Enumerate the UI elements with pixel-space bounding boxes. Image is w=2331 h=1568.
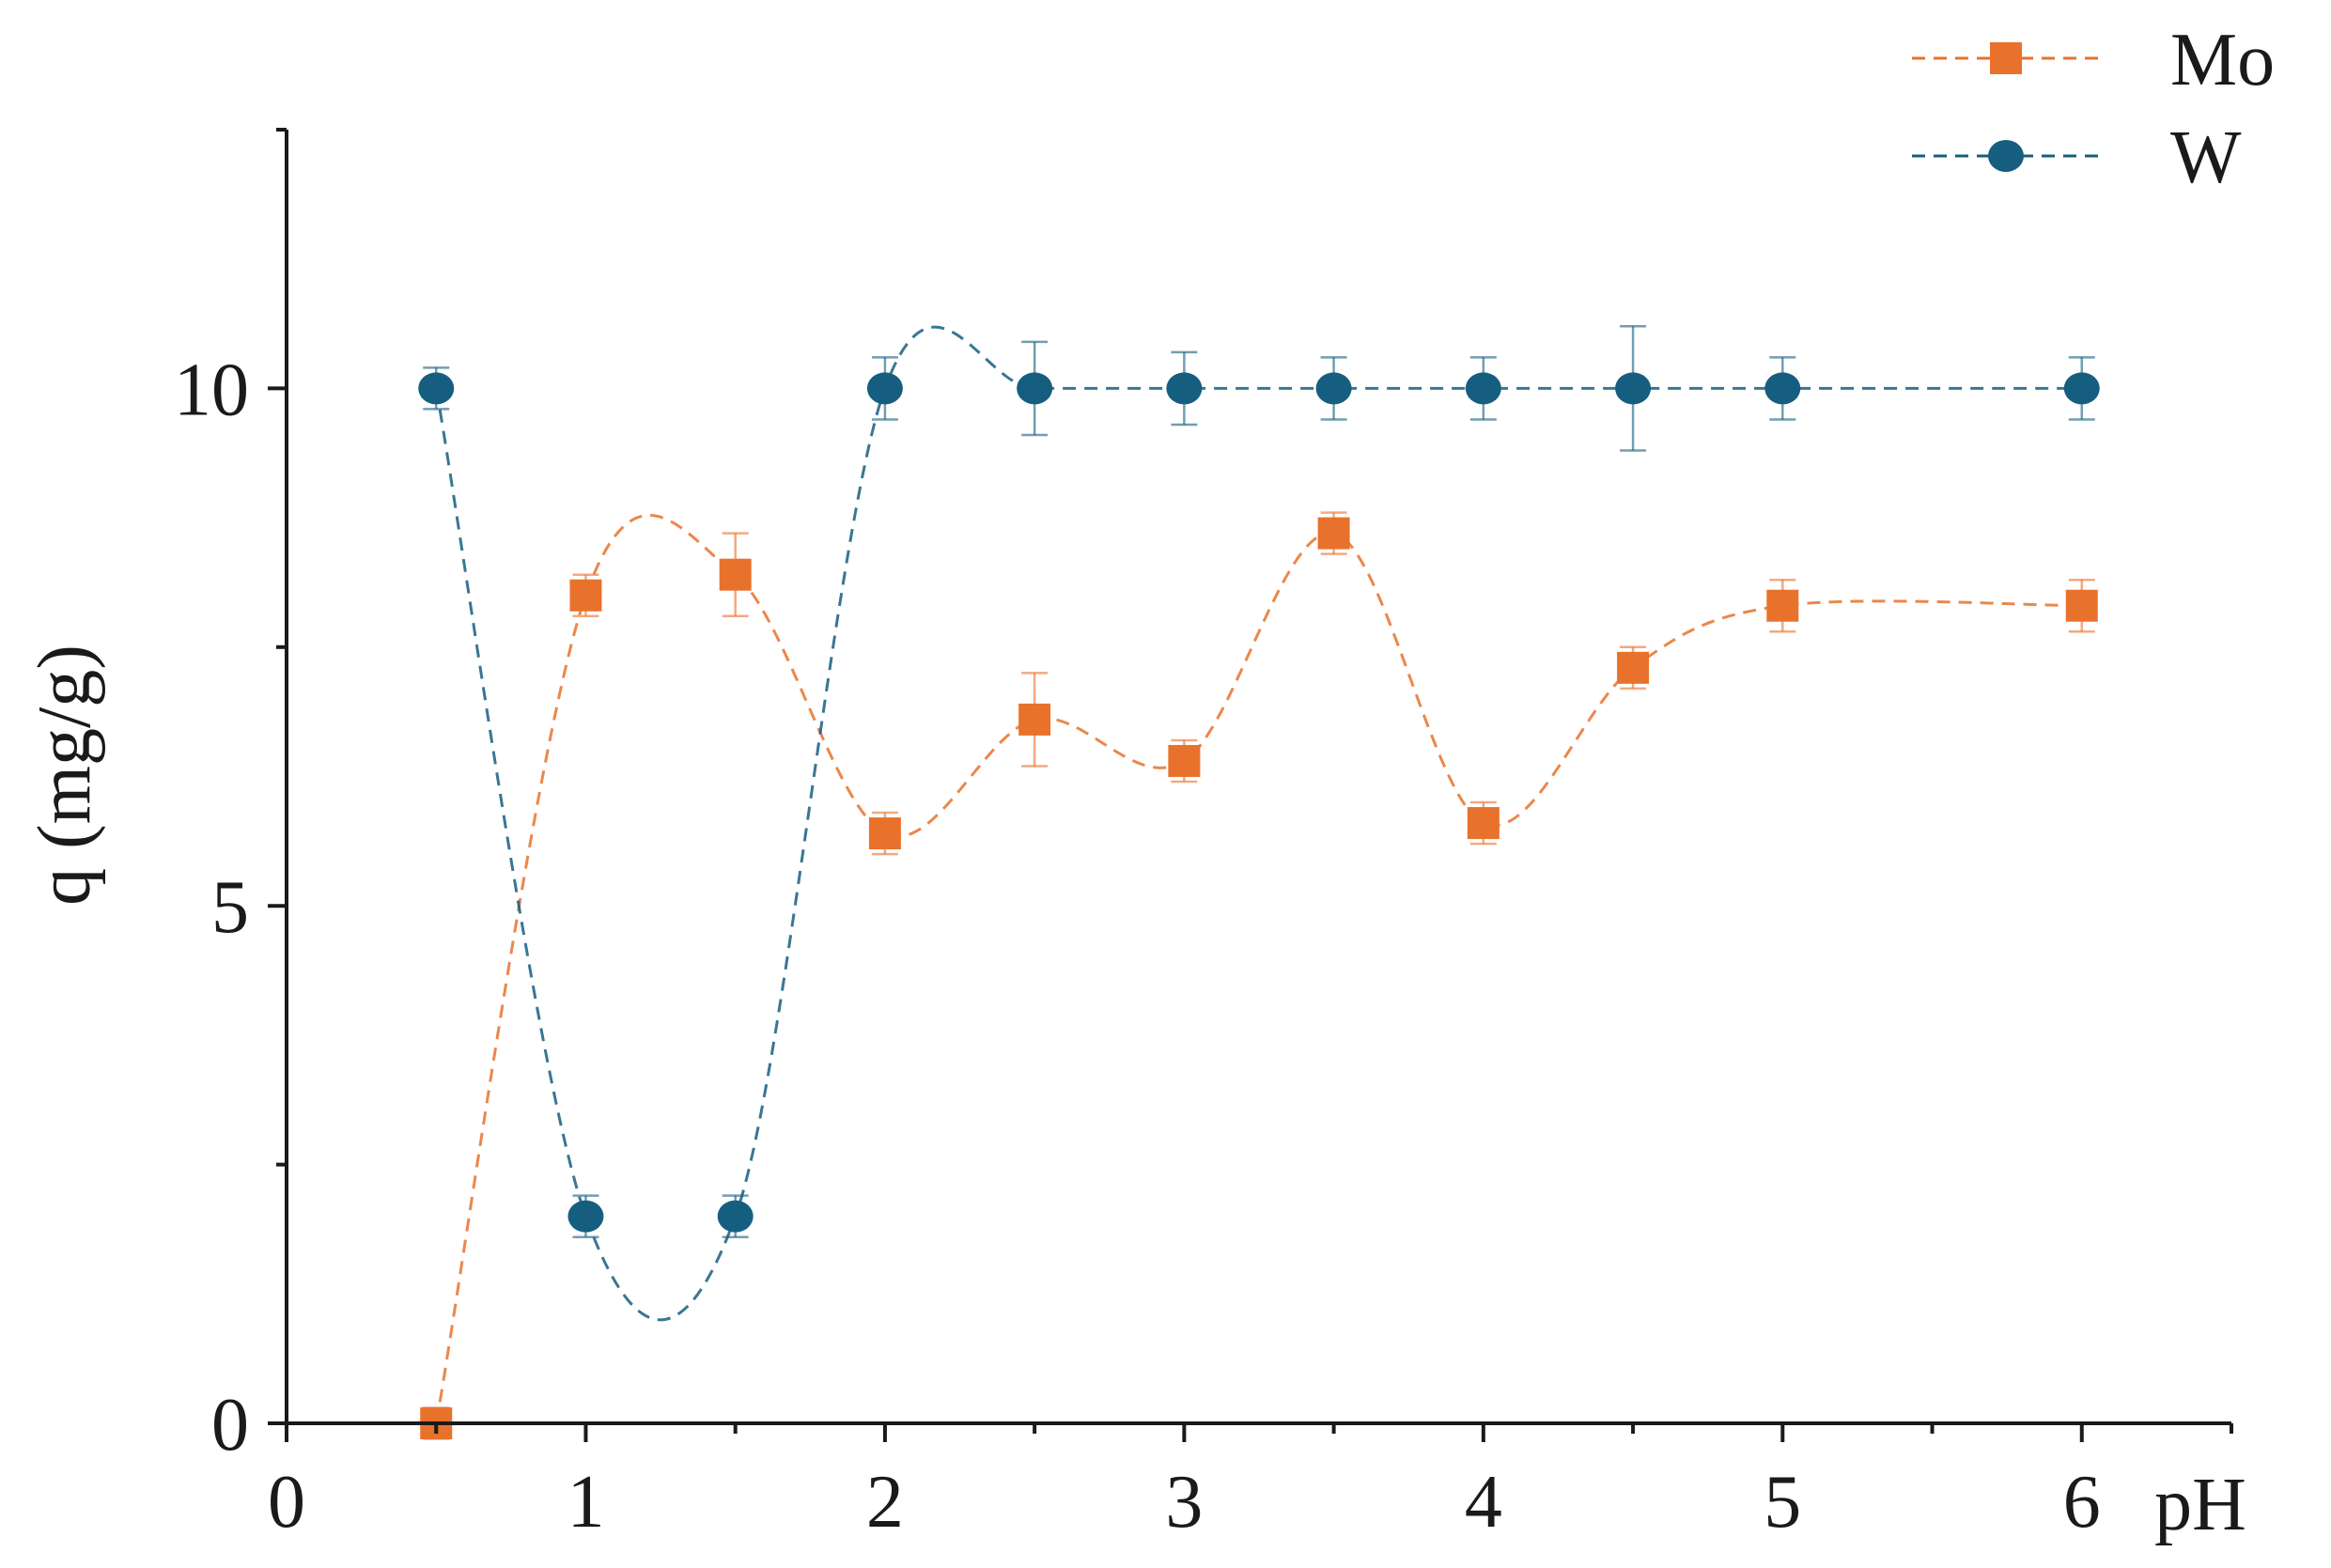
point-w — [1465, 372, 1501, 405]
data-markers — [418, 372, 2100, 1439]
point-w — [567, 1200, 604, 1233]
y-tick-label: 10 — [174, 349, 249, 431]
x-tick-label: 4 — [1465, 1461, 1502, 1544]
fit-curves — [434, 325, 2082, 1424]
x-tick-label: 2 — [866, 1461, 904, 1544]
point-w — [1315, 372, 1352, 405]
point-mo — [1617, 651, 1650, 684]
ticks: 0 1 2 3 4 5 6 0 5 10 — [174, 128, 2233, 1544]
x-axis-title: pH — [2154, 1464, 2246, 1546]
y-tick-label: 0 — [211, 1384, 249, 1467]
point-w — [717, 1200, 754, 1233]
x-tick-label: 0 — [268, 1461, 305, 1544]
legend-item-mo: Mo — [1912, 19, 2275, 101]
point-w — [866, 372, 903, 405]
legend-label: Mo — [2170, 19, 2275, 101]
legend: Mo W — [1912, 19, 2275, 199]
axes — [285, 130, 2231, 1425]
point-mo — [1168, 744, 1201, 777]
legend-marker — [1988, 140, 2024, 172]
point-mo — [1766, 589, 1799, 622]
x-tick-label: 1 — [567, 1461, 604, 1544]
x-tick-label: 6 — [2063, 1461, 2101, 1544]
point-w — [1764, 372, 1801, 405]
fit-curve-mo — [434, 514, 2082, 1424]
y-axis-title: q (mg/g) — [23, 644, 106, 906]
point-mo — [1467, 807, 1500, 840]
legend-marker — [1990, 42, 2022, 74]
legend-item-w: W — [1912, 116, 2242, 199]
y-tick-label: 5 — [211, 866, 249, 949]
x-tick-label: 3 — [1165, 1461, 1203, 1544]
legend-label: W — [2170, 116, 2242, 199]
point-w — [418, 372, 455, 405]
point-mo — [1317, 517, 1350, 550]
point-mo — [868, 817, 901, 850]
point-w — [1615, 372, 1652, 405]
point-w — [1017, 372, 1053, 405]
point-w — [1166, 372, 1203, 405]
fit-curve-w — [434, 325, 2082, 1322]
x-tick-label: 5 — [1764, 1461, 1801, 1544]
point-mo — [569, 579, 602, 612]
point-mo — [719, 558, 752, 591]
point-mo — [2065, 589, 2098, 622]
error-bars — [423, 325, 2095, 1440]
point-mo — [1018, 703, 1051, 736]
point-w — [2063, 372, 2100, 405]
